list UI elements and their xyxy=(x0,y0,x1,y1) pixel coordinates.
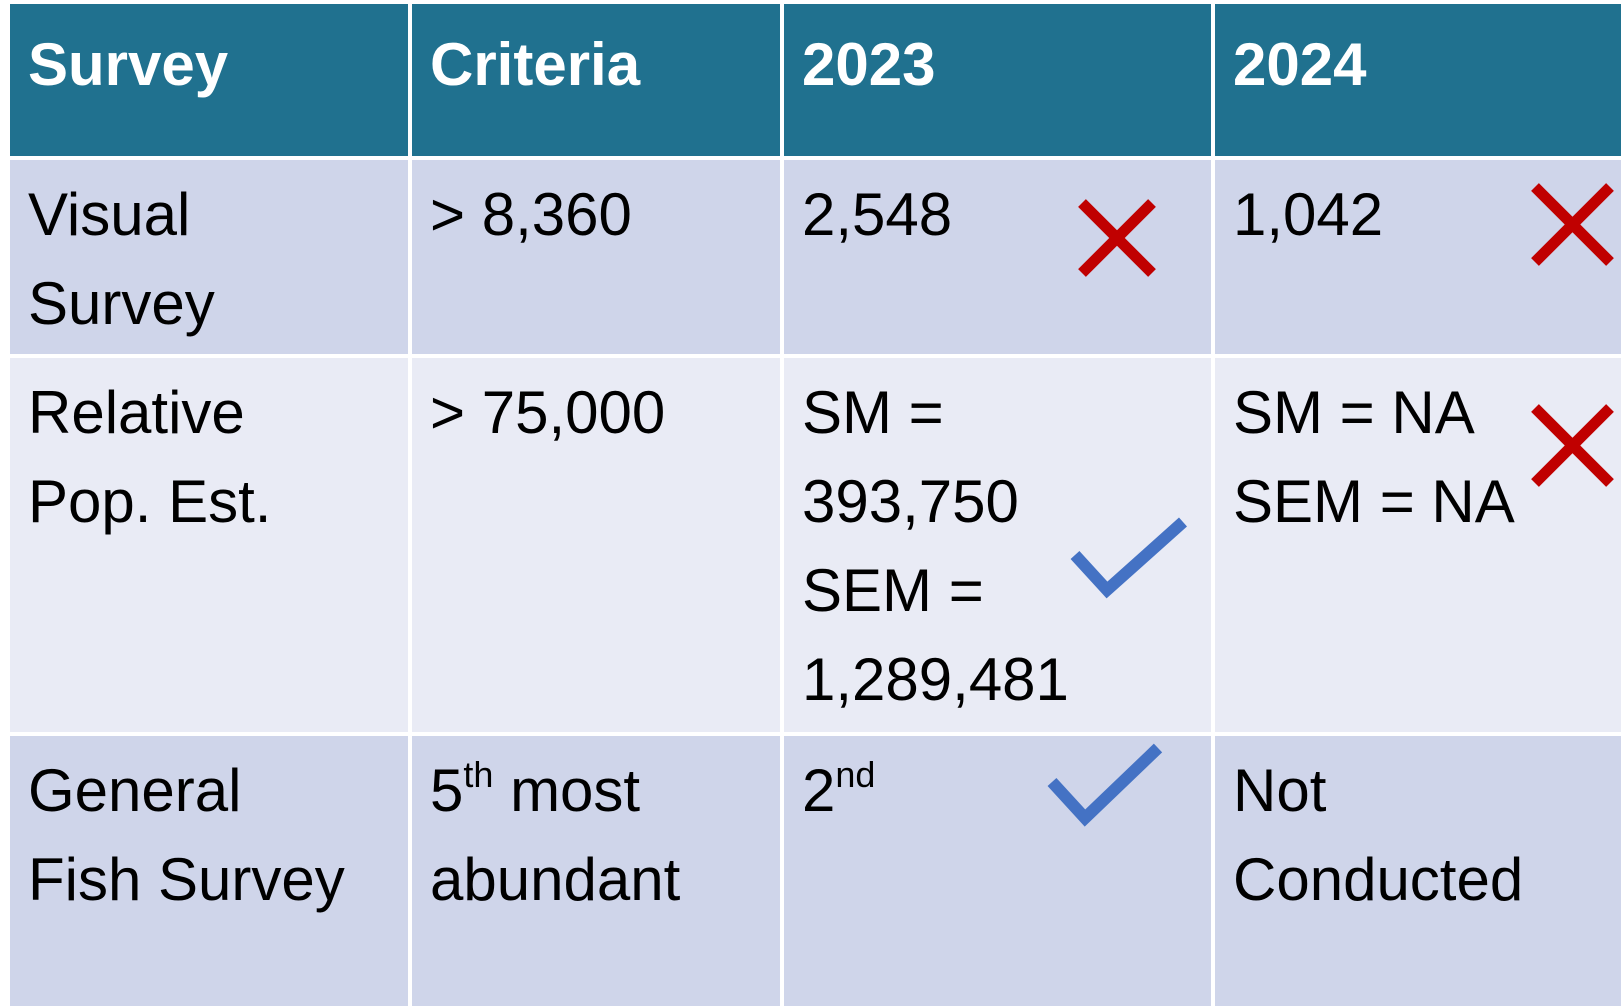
cell-line: > 8,360 xyxy=(430,181,632,248)
table-cell: Not Conducted xyxy=(1215,736,1621,1006)
table-cell: > 8,360 xyxy=(412,160,780,354)
table-cell: 1,042 xyxy=(1215,160,1621,354)
table-cell: General Fish Survey xyxy=(10,736,408,1006)
text-run: most xyxy=(493,757,641,824)
table-cell: > 75,000 xyxy=(412,358,780,732)
cell-line: 393,750 xyxy=(802,468,1019,535)
cell-line: Relative xyxy=(28,379,245,446)
cell-line: Visual xyxy=(28,181,191,248)
cell-line: Fish Survey xyxy=(28,846,345,913)
table-cell: 5th most abundant xyxy=(412,736,780,1006)
cell-line: Pop. Est. xyxy=(28,468,272,535)
header-cell: 2023 xyxy=(784,4,1211,156)
cell-line: 2,548 xyxy=(802,181,953,248)
cell-line: Conducted xyxy=(1233,846,1524,913)
cell-line: Not xyxy=(1233,757,1327,824)
superscript: nd xyxy=(835,754,876,795)
cell-line: SM = xyxy=(802,379,944,446)
cell-line: General xyxy=(28,757,242,824)
table-cell: Visual Survey xyxy=(10,160,408,354)
cell-line: abundant xyxy=(430,846,681,913)
header-cell: Criteria xyxy=(412,4,780,156)
cell-line: 1,289,481 xyxy=(802,646,1069,713)
cell-line: SEM = xyxy=(802,557,984,624)
cell-line: 2nd xyxy=(802,746,1211,835)
table-cell: SM = 393,750 SEM = 1,289,481 xyxy=(784,358,1211,732)
header-cell: Survey xyxy=(10,4,408,156)
cell-line: 1,042 xyxy=(1233,181,1384,248)
cell-line: SEM = NA xyxy=(1233,468,1515,535)
table-cell: 2,548 xyxy=(784,160,1211,354)
text-run: 2 xyxy=(802,757,836,824)
cell-line: > 75,000 xyxy=(430,379,666,446)
cell-line: 5th most xyxy=(430,746,780,835)
header-cell: 2024 xyxy=(1215,4,1621,156)
superscript: th xyxy=(463,754,494,795)
table-cell: 2nd xyxy=(784,736,1211,1006)
table-cell: Relative Pop. Est. xyxy=(10,358,408,732)
text-run: 5 xyxy=(430,757,464,824)
cell-line: SM = NA xyxy=(1233,379,1475,446)
cell-line: Survey xyxy=(28,270,215,337)
table-cell: SM = NA SEM = NA xyxy=(1215,358,1621,732)
